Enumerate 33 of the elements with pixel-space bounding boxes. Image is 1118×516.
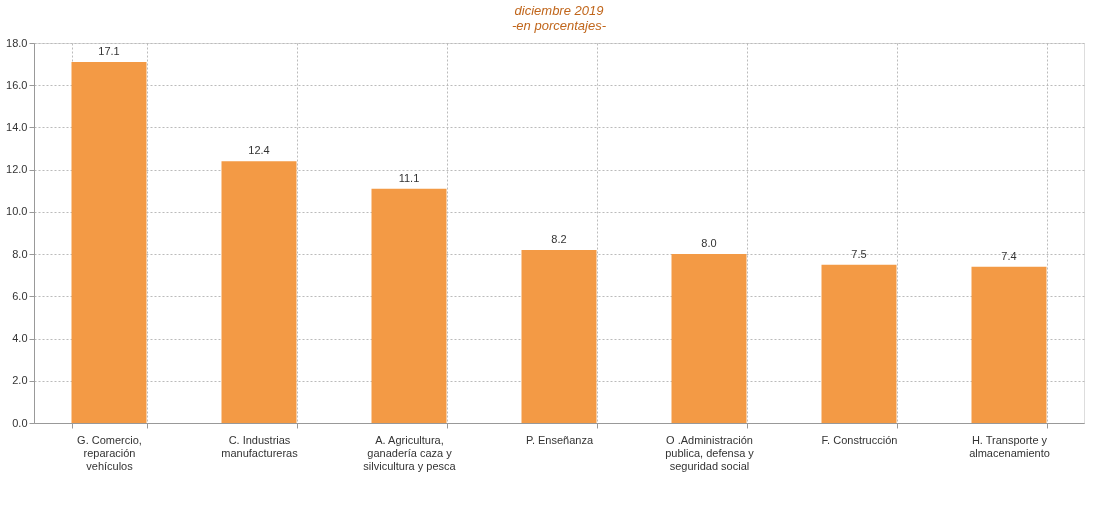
bar	[671, 254, 747, 423]
y-tick-label: 8.0	[12, 247, 28, 260]
y-tick-label: 14.0	[6, 120, 28, 133]
bar	[221, 161, 297, 423]
bar	[71, 62, 147, 423]
data-label: 7.4	[1001, 249, 1017, 262]
x-tick-label: H. Transporte y almacenamiento	[969, 433, 1050, 459]
y-tick-label: 12.0	[6, 163, 28, 176]
chart-subtitle: -en porcentajes-	[512, 18, 607, 33]
data-label: 8.2	[551, 232, 567, 245]
y-tick-label: 4.0	[12, 332, 28, 345]
x-tick-label: F. Construcción	[821, 433, 898, 446]
data-label: 8.0	[701, 237, 717, 250]
bar	[521, 249, 597, 423]
data-label: 17.1	[98, 45, 120, 57]
chart-title: diciembre 2019	[514, 3, 604, 18]
y-tick-label: 10.0	[6, 205, 28, 218]
x-tick-label: P. Enseñanza	[525, 433, 594, 446]
y-tick-label: 18.0	[6, 36, 28, 49]
bar	[971, 266, 1047, 423]
data-label: 7.5	[851, 247, 867, 260]
x-tick-label: C. Industrias manufactureras	[221, 433, 299, 459]
data-label: 11.1	[398, 171, 420, 184]
y-tick-label: 2.0	[12, 374, 28, 387]
bar	[821, 264, 897, 423]
data-label: 12.4	[248, 144, 270, 157]
x-tick-label: G. Comercio, reparación vehículos	[77, 433, 142, 472]
x-tick-label: O .Administración publica, defensa y seguridad social	[665, 433, 755, 472]
y-tick-label: 0.0	[12, 416, 28, 429]
bar	[371, 188, 447, 423]
y-tick-label: 6.0	[12, 289, 28, 302]
x-tick-label: A. Agricultura, ganadería caza y silvicultura y pesca	[363, 433, 457, 472]
y-tick-label: 16.0	[6, 78, 28, 91]
